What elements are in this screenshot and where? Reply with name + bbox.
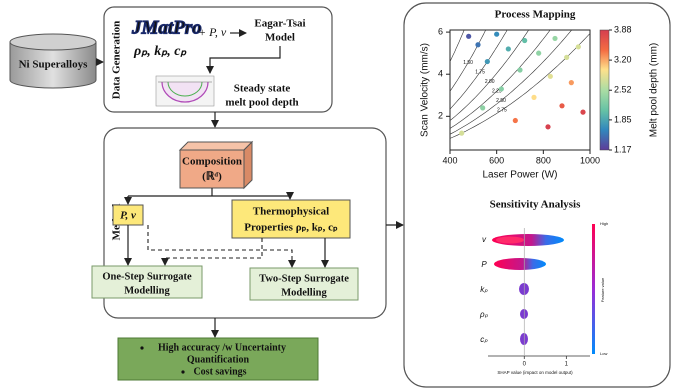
data-point — [531, 95, 536, 100]
x-tick-label: 1000 — [580, 155, 600, 165]
x-axis-label: Laser Power (W) — [482, 170, 557, 181]
colorbar-high: High — [600, 221, 608, 226]
data-point — [459, 131, 464, 136]
colorbar-tick-label: 1.17 — [614, 144, 632, 154]
software-logo: JMatPro — [131, 17, 202, 38]
contour-label: 2.00 — [485, 79, 495, 85]
model-line: Eagar-Tsai — [254, 18, 305, 30]
plot-area — [450, 30, 590, 150]
data-point — [506, 46, 511, 51]
output-line: Steady state — [234, 83, 291, 95]
colorbar-tick-label: 3.88 — [614, 24, 632, 34]
composition-title: Composition — [182, 156, 242, 168]
sensitivity-title: Sensitivity Analysis — [490, 199, 581, 211]
composition-space: (ℝᵈ) — [202, 171, 222, 183]
feature-label: P — [481, 260, 487, 269]
data-point — [548, 74, 553, 79]
shap-colorbar — [592, 224, 595, 354]
contour-label: 1.50 — [463, 60, 473, 66]
melt-pool-image — [156, 76, 214, 106]
feature-label: ρₚ — [479, 310, 489, 319]
data-point — [536, 51, 541, 56]
data-point — [545, 124, 550, 129]
feature-label: cₚ — [480, 335, 488, 344]
diagram: Ni Superalloys Data Generation JMatPro ρ… — [0, 0, 675, 392]
colorbar-tick-label: 1.85 — [614, 114, 632, 124]
data-generation-label: Data Generation — [111, 21, 123, 100]
data-point — [569, 80, 574, 85]
data-point — [517, 67, 522, 72]
bullet — [181, 370, 184, 373]
data-point — [480, 105, 485, 110]
output-line: melt pool depth — [225, 97, 298, 109]
material-label: Ni Superalloys — [19, 59, 88, 71]
contour-label: 2.50 — [496, 98, 506, 104]
data-point — [552, 36, 557, 41]
two-step-line: Modelling — [281, 287, 327, 298]
colorbar-label: Melt pool depth (mm) — [649, 43, 660, 137]
feature-label: kₚ — [480, 285, 488, 294]
y-tick-label: 2 — [438, 111, 443, 121]
x-tick-label: 400 — [442, 155, 457, 165]
thermo-line: Properties ρₚ, kₚ, cₚ — [244, 222, 338, 234]
colorbar-low: Low — [600, 351, 607, 356]
process-mapping-title: Process Mapping — [495, 9, 576, 21]
colorbar-tick-label: 2.52 — [614, 85, 632, 95]
data-point — [499, 86, 504, 91]
outcome-line: Quantification — [187, 354, 250, 365]
data-point — [580, 110, 585, 115]
y-tick-label: 6 — [438, 26, 443, 36]
model-line: Model — [265, 32, 295, 44]
data-point — [494, 32, 499, 37]
colorbar-tick-label: 3.20 — [614, 54, 632, 64]
data-point — [576, 44, 581, 49]
shap-colorbar-label: Feature value — [600, 277, 605, 302]
data-point — [564, 55, 569, 60]
y-axis-label: Scan Velocity (mm/s) — [420, 43, 431, 137]
one-step-line: One-Step Surrogate — [102, 271, 192, 282]
data-point — [466, 34, 471, 39]
colorbar — [600, 30, 609, 150]
outcome-line: Cost savings — [193, 366, 246, 377]
bullet — [140, 346, 143, 349]
shap-x-label: SHAP value (impact on model output) — [497, 370, 573, 375]
data-point — [485, 59, 490, 64]
two-step-line: Two-Step Surrogate — [259, 273, 349, 284]
x-tick-label: 800 — [536, 155, 551, 165]
data-point — [475, 42, 480, 47]
data-point — [559, 103, 564, 108]
contour-label: 1.75 — [475, 69, 485, 75]
x-tick-label: 600 — [489, 155, 504, 165]
data-point — [513, 118, 518, 123]
operator: + P, v — [198, 25, 227, 39]
properties: ρₚ, kₚ, cₚ — [133, 44, 187, 59]
contour-label: 2.75 — [497, 107, 507, 113]
y-tick-label: 4 — [438, 69, 443, 79]
one-step-line: Modelling — [124, 285, 170, 296]
data-point — [522, 38, 527, 43]
process-params: P, v — [120, 210, 136, 222]
thermo-line: Thermophysical — [253, 206, 329, 218]
outcome-line: High accuracy /w Uncertainty — [158, 342, 286, 353]
